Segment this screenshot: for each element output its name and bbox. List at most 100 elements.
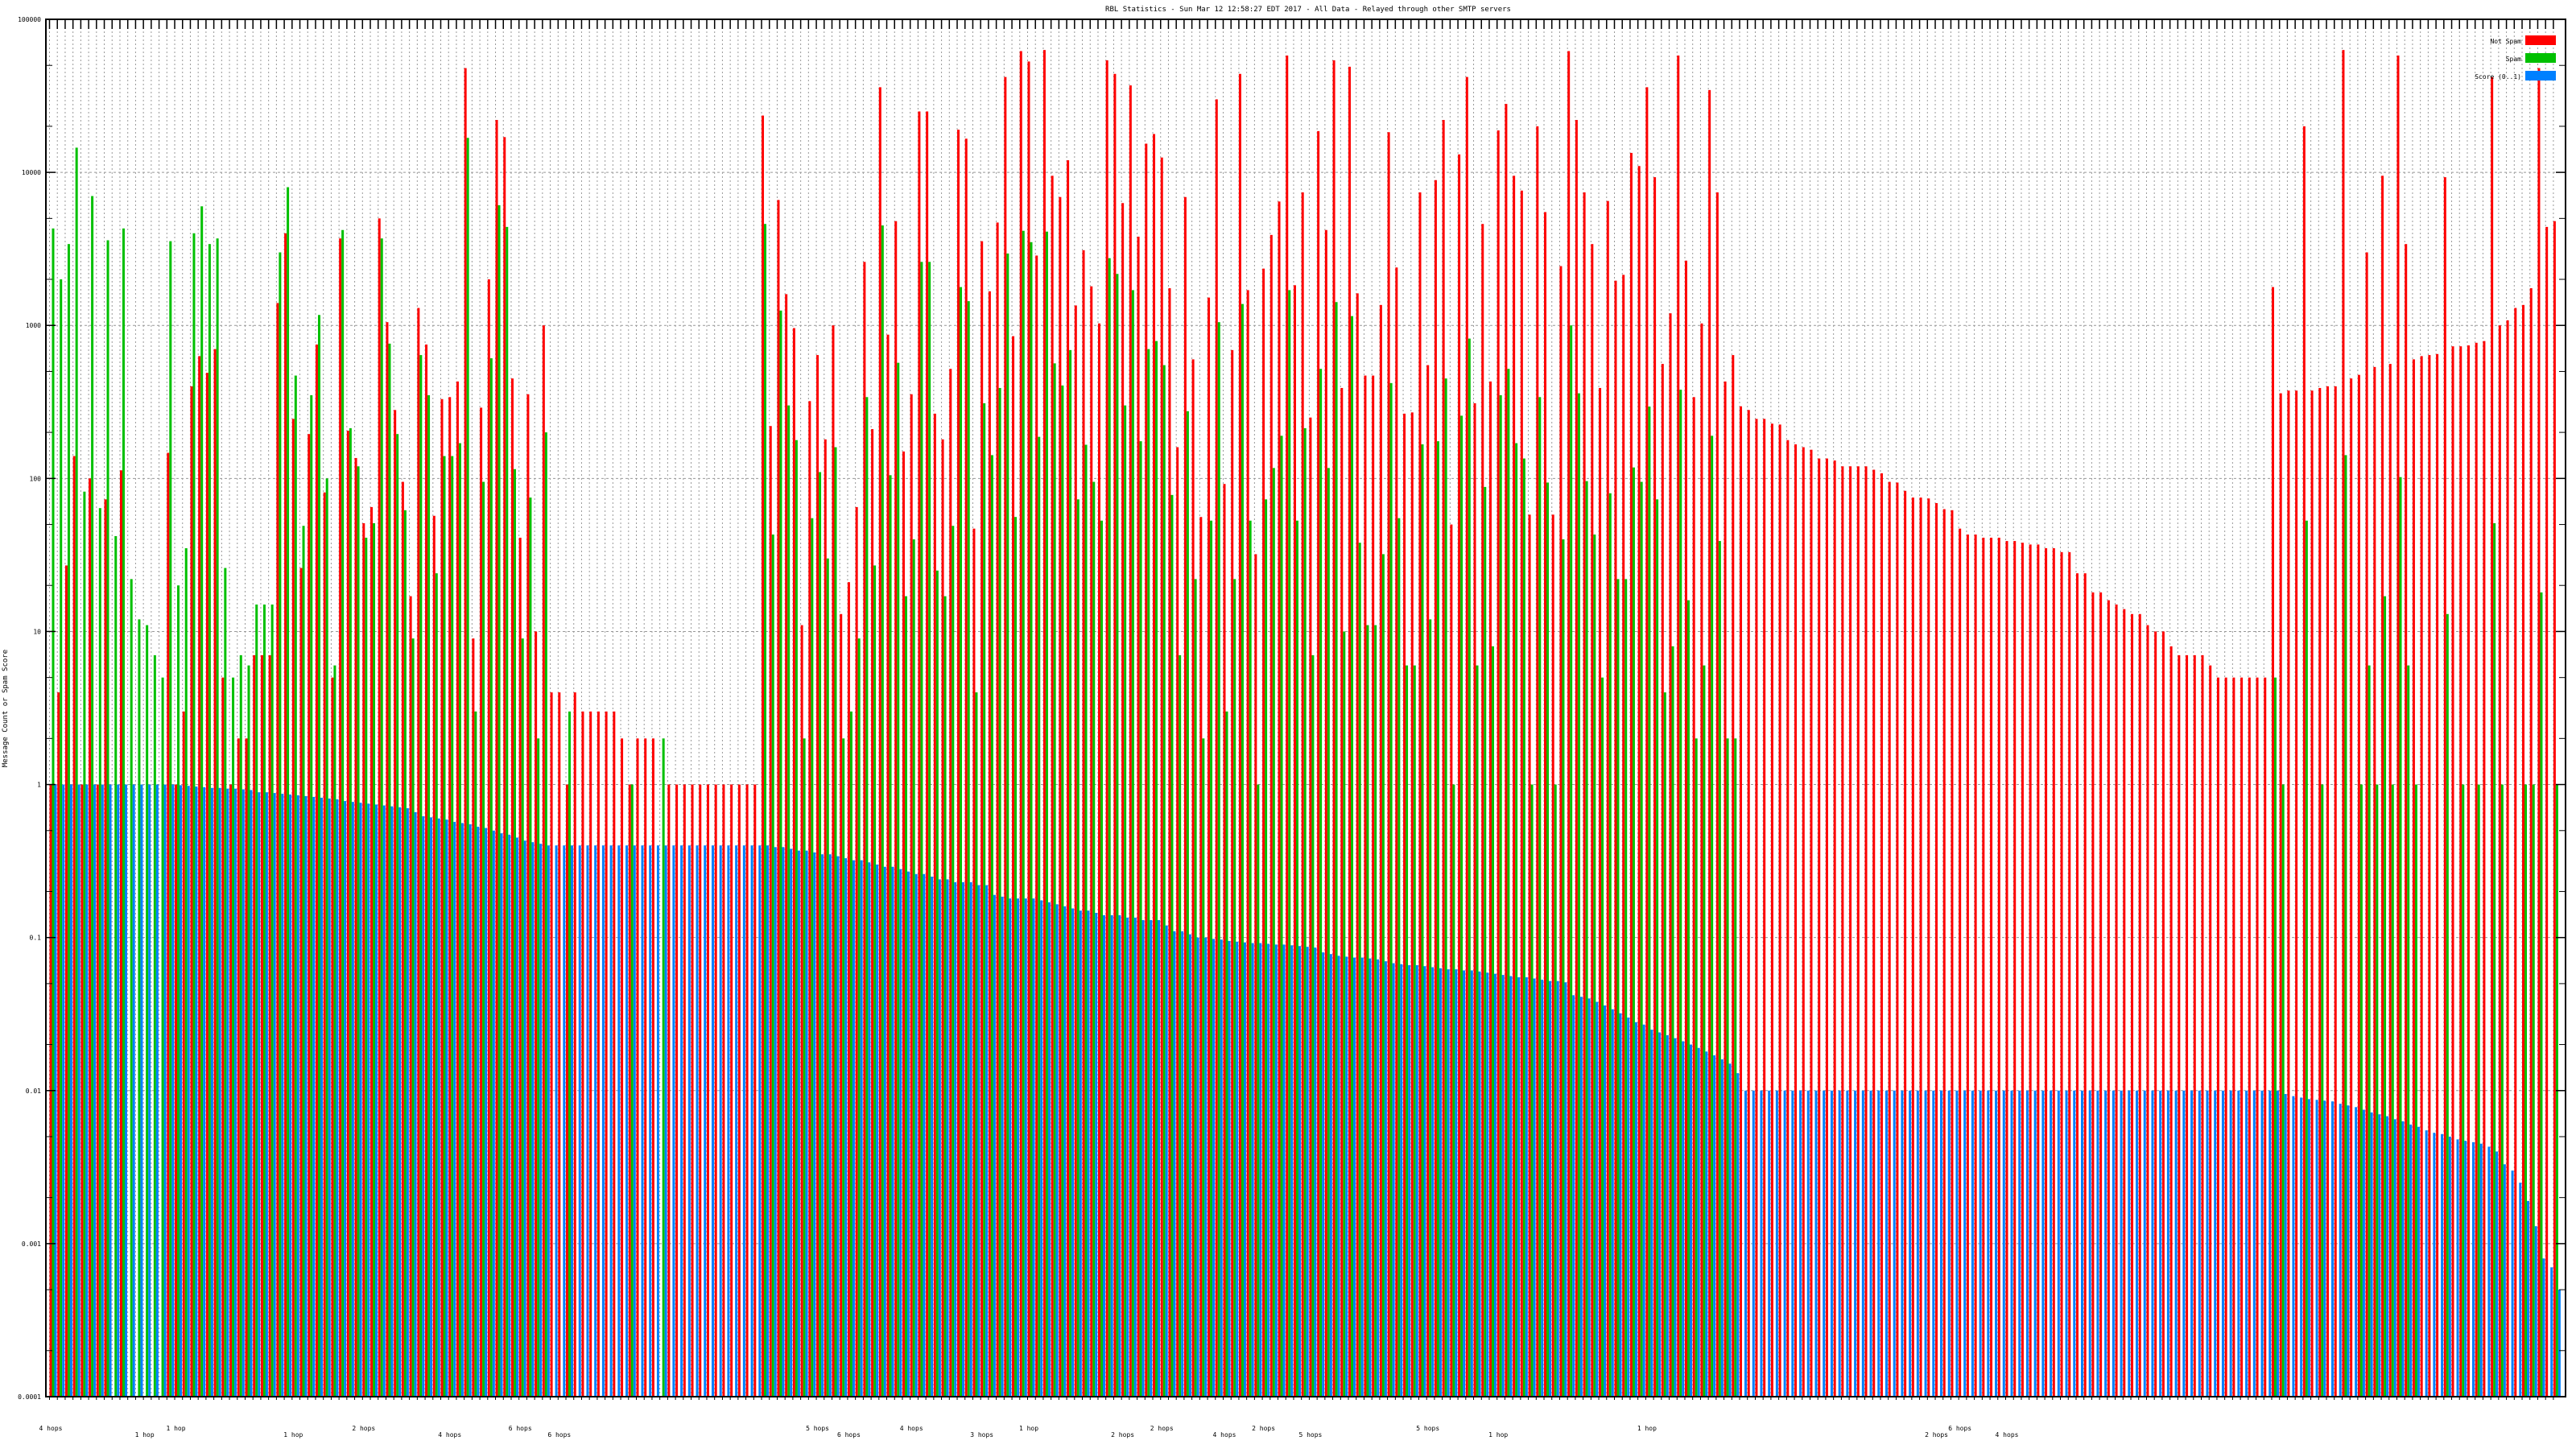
spam-bar [349, 427, 352, 1397]
score-bar [2441, 1133, 2444, 1397]
score-bar [1541, 980, 1544, 1397]
score-bar [2464, 1141, 2467, 1397]
not-spam-bar [432, 515, 436, 1397]
score-bar [680, 845, 683, 1397]
not-spam-bar [1465, 76, 1468, 1397]
not-spam-bar [1528, 514, 1531, 1397]
spam-bar [811, 518, 814, 1397]
not-spam-bar [1849, 466, 1852, 1397]
not-spam-bar [378, 218, 381, 1397]
score-bar [398, 807, 402, 1397]
not-spam-bar [1732, 355, 1735, 1397]
score-bar [1188, 934, 1191, 1397]
spam-bar [1444, 378, 1447, 1397]
score-bar [1525, 977, 1528, 1397]
score-bar [2033, 1090, 2037, 1397]
score-bar [2245, 1090, 2248, 1397]
score-bar [696, 845, 699, 1397]
not-spam-bar [1653, 177, 1657, 1397]
score-bar [1267, 943, 1270, 1397]
score-bar [359, 803, 362, 1397]
x-annotation-label: 3 hops [970, 1431, 993, 1439]
spam-bar [544, 432, 547, 1397]
score-bar [1368, 958, 1372, 1397]
score-bar [1282, 944, 1286, 1397]
score-bar [2370, 1112, 2373, 1397]
not-spam-bar [1802, 447, 1805, 1397]
score-bar [2284, 1094, 2287, 1397]
not-spam-bar [2138, 613, 2141, 1397]
spam-bar [161, 677, 164, 1397]
not-spam-bar [425, 344, 428, 1397]
score-bar [836, 856, 840, 1397]
not-spam-bar [401, 481, 404, 1397]
axes [45, 19, 2566, 1400]
score-bar [1274, 944, 1278, 1397]
not-spam-bar [1747, 410, 1750, 1397]
spam-bar [1515, 443, 1518, 1397]
not-spam-bar [2443, 177, 2446, 1397]
not-spam-bar [722, 784, 725, 1397]
score-bar [2323, 1100, 2326, 1397]
not-spam-bar [753, 784, 757, 1397]
not-spam-bar [1559, 266, 1563, 1397]
score-bar [117, 784, 120, 1397]
score-bar [1728, 1063, 1732, 1397]
not-spam-bar [1262, 268, 1265, 1397]
spam-bar [302, 526, 305, 1397]
score-bar [2362, 1109, 2365, 1397]
score-bar [336, 799, 339, 1397]
not-spam-bar [1035, 255, 1038, 1397]
not-spam-bar [1145, 143, 1148, 1397]
score-bar [1806, 1090, 1810, 1397]
score-bar [563, 845, 566, 1397]
not-spam-bar [840, 613, 843, 1397]
score-bar [844, 858, 848, 1397]
spam-bar [497, 204, 501, 1397]
spam-bar [771, 535, 774, 1397]
score-bar [375, 804, 378, 1397]
spam-bar [1311, 654, 1315, 1397]
spam-bar [1452, 784, 1455, 1397]
not-spam-bar [167, 452, 170, 1397]
score-bar [1165, 925, 1168, 1397]
score-bar [1823, 1090, 1826, 1397]
not-spam-bar [2169, 646, 2173, 1397]
spam-bar [2384, 596, 2387, 1397]
score-bar [750, 845, 753, 1397]
not-spam-bar [1340, 387, 1344, 1397]
score-bar [2206, 1090, 2209, 1397]
score-bar [1775, 1090, 1778, 1397]
not-spam-bar [1019, 51, 1022, 1397]
not-spam-bar [472, 638, 475, 1397]
not-spam-bar [1997, 537, 2000, 1397]
not-spam-bar [2029, 544, 2032, 1397]
spam-bar [224, 568, 227, 1397]
score-bar [883, 866, 886, 1397]
score-bar [210, 787, 213, 1397]
not-spam-bar [2529, 288, 2533, 1397]
score-bar [2166, 1090, 2169, 1397]
spam-bar [153, 654, 156, 1397]
spam-bar [388, 343, 391, 1397]
score-bar [195, 786, 198, 1397]
not-spam-bar [1513, 175, 1516, 1397]
spam-bar [1601, 677, 1604, 1397]
spam-bar [365, 537, 368, 1397]
not-spam-bar [988, 291, 991, 1397]
not-spam-bar [80, 784, 84, 1397]
score-bar [1322, 952, 1325, 1397]
score-bar [2409, 1124, 2413, 1397]
not-spam-bar [683, 784, 686, 1397]
not-spam-bar [2388, 364, 2392, 1397]
score-bar [813, 852, 816, 1397]
not-spam-bar [605, 711, 608, 1397]
not-spam-bar [2396, 55, 2400, 1397]
not-spam-bar [769, 426, 772, 1397]
spam-bar [1632, 467, 1635, 1397]
score-bar [1486, 972, 1489, 1397]
score-bar [289, 795, 292, 1397]
not-spam-bar [1959, 528, 1962, 1397]
not-spam-bar [1160, 157, 1163, 1397]
spam-bar [411, 638, 415, 1397]
